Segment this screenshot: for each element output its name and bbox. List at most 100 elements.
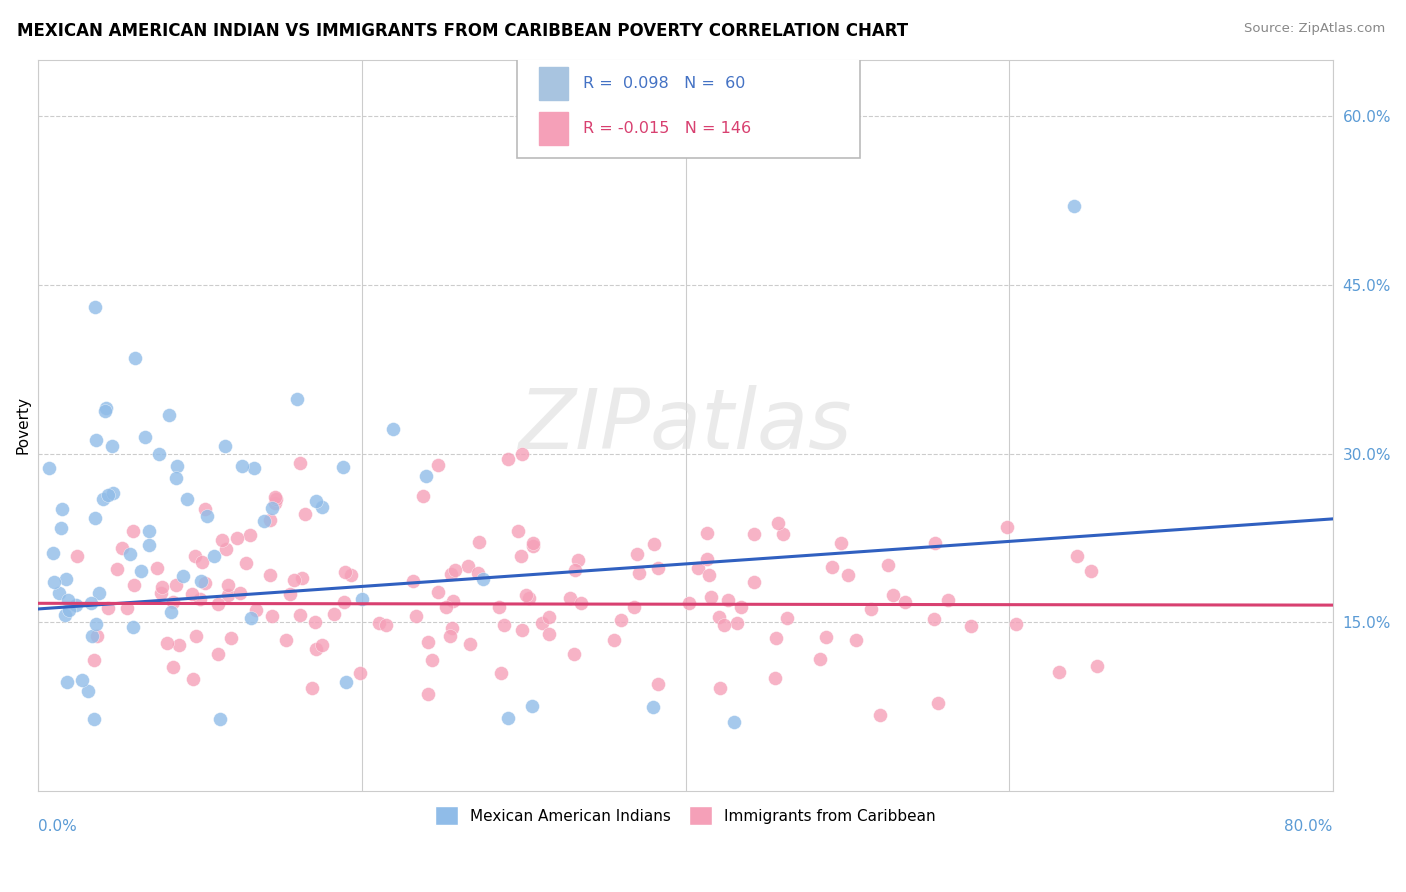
Point (240, 611, 263, 625)
Point (311, 500, 333, 515)
Point (58, 592, 80, 607)
Point (845, 633, 868, 648)
Point (288, 457, 311, 471)
Point (194, 576, 217, 591)
Point (80, 596, 103, 610)
Point (288, 608, 311, 623)
Point (301, 681, 323, 695)
Point (515, 588, 537, 602)
Point (49, 521, 72, 535)
Point (101, 485, 124, 500)
Point (231, 458, 253, 473)
Point (285, 392, 308, 406)
Point (209, 712, 232, 726)
Point (569, 595, 592, 609)
Point (65, 598, 87, 612)
Point (1080, 565, 1102, 579)
Point (647, 677, 669, 691)
Point (305, 641, 328, 656)
Point (94, 401, 117, 415)
Point (538, 626, 561, 640)
Point (610, 614, 633, 628)
Point (97, 600, 120, 615)
Point (1004, 617, 1026, 632)
Point (647, 561, 669, 575)
Point (150, 580, 173, 594)
Point (291, 570, 314, 584)
Point (176, 492, 198, 507)
Point (960, 619, 983, 633)
Point (349, 666, 371, 681)
Point (522, 539, 544, 553)
Point (76, 683, 98, 698)
Point (457, 558, 479, 573)
Point (311, 638, 333, 652)
Point (717, 592, 740, 607)
Point (157, 408, 180, 422)
Point (725, 616, 748, 631)
Point (427, 585, 450, 599)
Point (603, 632, 626, 647)
Text: R = -0.015   N = 146: R = -0.015 N = 146 (583, 121, 751, 136)
Point (323, 607, 346, 621)
Point (1047, 665, 1070, 679)
Point (138, 538, 160, 552)
Point (83, 712, 105, 726)
Point (121, 524, 143, 538)
Point (101, 439, 124, 453)
Point (294, 508, 316, 522)
Bar (540, 112, 568, 145)
Point (332, 460, 354, 475)
Legend: Mexican American Indians, Immigrants from Caribbean: Mexican American Indians, Immigrants fro… (429, 800, 942, 831)
Point (262, 608, 284, 623)
Point (188, 591, 211, 606)
Point (688, 560, 710, 574)
Point (58, 603, 80, 617)
Point (415, 468, 437, 483)
Point (173, 569, 195, 583)
Point (643, 699, 665, 714)
Point (488, 600, 510, 615)
Point (869, 707, 891, 722)
Point (402, 574, 425, 588)
Point (697, 567, 720, 582)
Point (763, 671, 786, 685)
Point (894, 595, 917, 609)
Point (146, 561, 169, 575)
Point (723, 714, 745, 729)
Point (709, 681, 731, 695)
Point (350, 591, 373, 606)
Point (156, 636, 179, 650)
Point (517, 591, 540, 606)
Point (48, 586, 70, 600)
Point (382, 422, 405, 436)
Point (84, 434, 107, 448)
Point (122, 578, 145, 592)
Point (264, 490, 287, 504)
Point (217, 578, 239, 592)
Point (129, 564, 152, 578)
Point (821, 560, 844, 574)
Point (55, 572, 77, 586)
Point (97, 488, 120, 502)
Point (808, 652, 831, 666)
Point (922, 612, 945, 626)
Point (374, 617, 396, 632)
Point (217, 589, 239, 603)
Point (744, 527, 766, 541)
Point (180, 586, 202, 600)
Point (87, 586, 110, 600)
Point (115, 601, 138, 615)
Point (995, 520, 1018, 534)
Point (877, 558, 900, 573)
Point (776, 611, 799, 625)
Point (219, 632, 242, 646)
Point (86, 629, 108, 643)
Point (304, 615, 326, 630)
Point (107, 562, 129, 576)
Point (229, 585, 252, 599)
Point (138, 524, 160, 538)
Point (263, 496, 285, 510)
Point (190, 555, 212, 569)
Point (56, 675, 79, 690)
